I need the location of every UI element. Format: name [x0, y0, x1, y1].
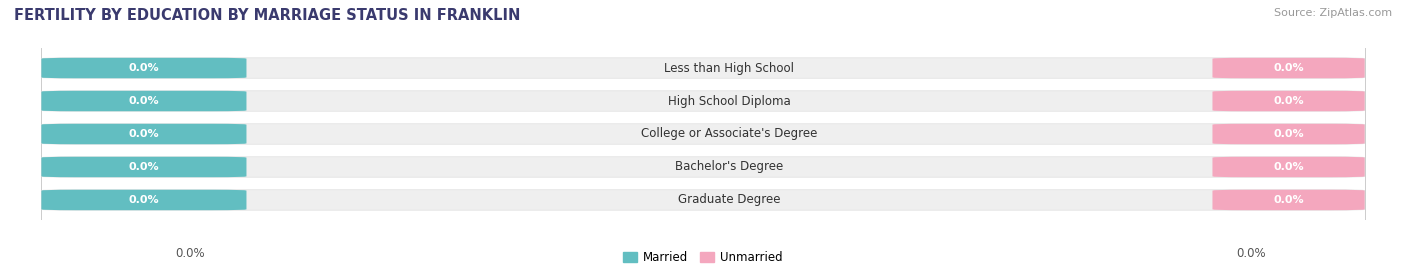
Text: College or Associate's Degree: College or Associate's Degree — [641, 128, 818, 140]
Text: 0.0%: 0.0% — [1274, 63, 1303, 73]
FancyBboxPatch shape — [1212, 124, 1365, 144]
Text: Source: ZipAtlas.com: Source: ZipAtlas.com — [1274, 8, 1392, 18]
Text: FERTILITY BY EDUCATION BY MARRIAGE STATUS IN FRANKLIN: FERTILITY BY EDUCATION BY MARRIAGE STATU… — [14, 8, 520, 23]
FancyBboxPatch shape — [41, 91, 246, 111]
Text: 0.0%: 0.0% — [128, 129, 159, 139]
Text: 0.0%: 0.0% — [1236, 247, 1265, 260]
Text: 0.0%: 0.0% — [1274, 195, 1303, 205]
Text: 0.0%: 0.0% — [1274, 162, 1303, 172]
FancyBboxPatch shape — [41, 124, 1365, 144]
Text: 0.0%: 0.0% — [128, 63, 159, 73]
FancyBboxPatch shape — [41, 190, 246, 210]
Text: Bachelor's Degree: Bachelor's Degree — [675, 161, 783, 173]
Text: 0.0%: 0.0% — [1274, 96, 1303, 106]
FancyBboxPatch shape — [41, 157, 246, 177]
FancyBboxPatch shape — [1212, 190, 1365, 210]
Text: Less than High School: Less than High School — [665, 62, 794, 75]
Text: Graduate Degree: Graduate Degree — [678, 193, 780, 206]
Text: 0.0%: 0.0% — [128, 162, 159, 172]
FancyBboxPatch shape — [1212, 157, 1365, 177]
Legend: Married, Unmarried: Married, Unmarried — [619, 246, 787, 268]
Text: 0.0%: 0.0% — [1274, 129, 1303, 139]
FancyBboxPatch shape — [41, 157, 1365, 177]
FancyBboxPatch shape — [41, 124, 246, 144]
Text: 0.0%: 0.0% — [128, 195, 159, 205]
Text: 0.0%: 0.0% — [176, 247, 205, 260]
Text: 0.0%: 0.0% — [128, 96, 159, 106]
FancyBboxPatch shape — [41, 58, 1365, 78]
FancyBboxPatch shape — [41, 91, 1365, 111]
FancyBboxPatch shape — [1212, 91, 1365, 111]
Text: High School Diploma: High School Diploma — [668, 95, 790, 107]
FancyBboxPatch shape — [1212, 58, 1365, 78]
FancyBboxPatch shape — [41, 190, 1365, 210]
FancyBboxPatch shape — [41, 58, 246, 78]
